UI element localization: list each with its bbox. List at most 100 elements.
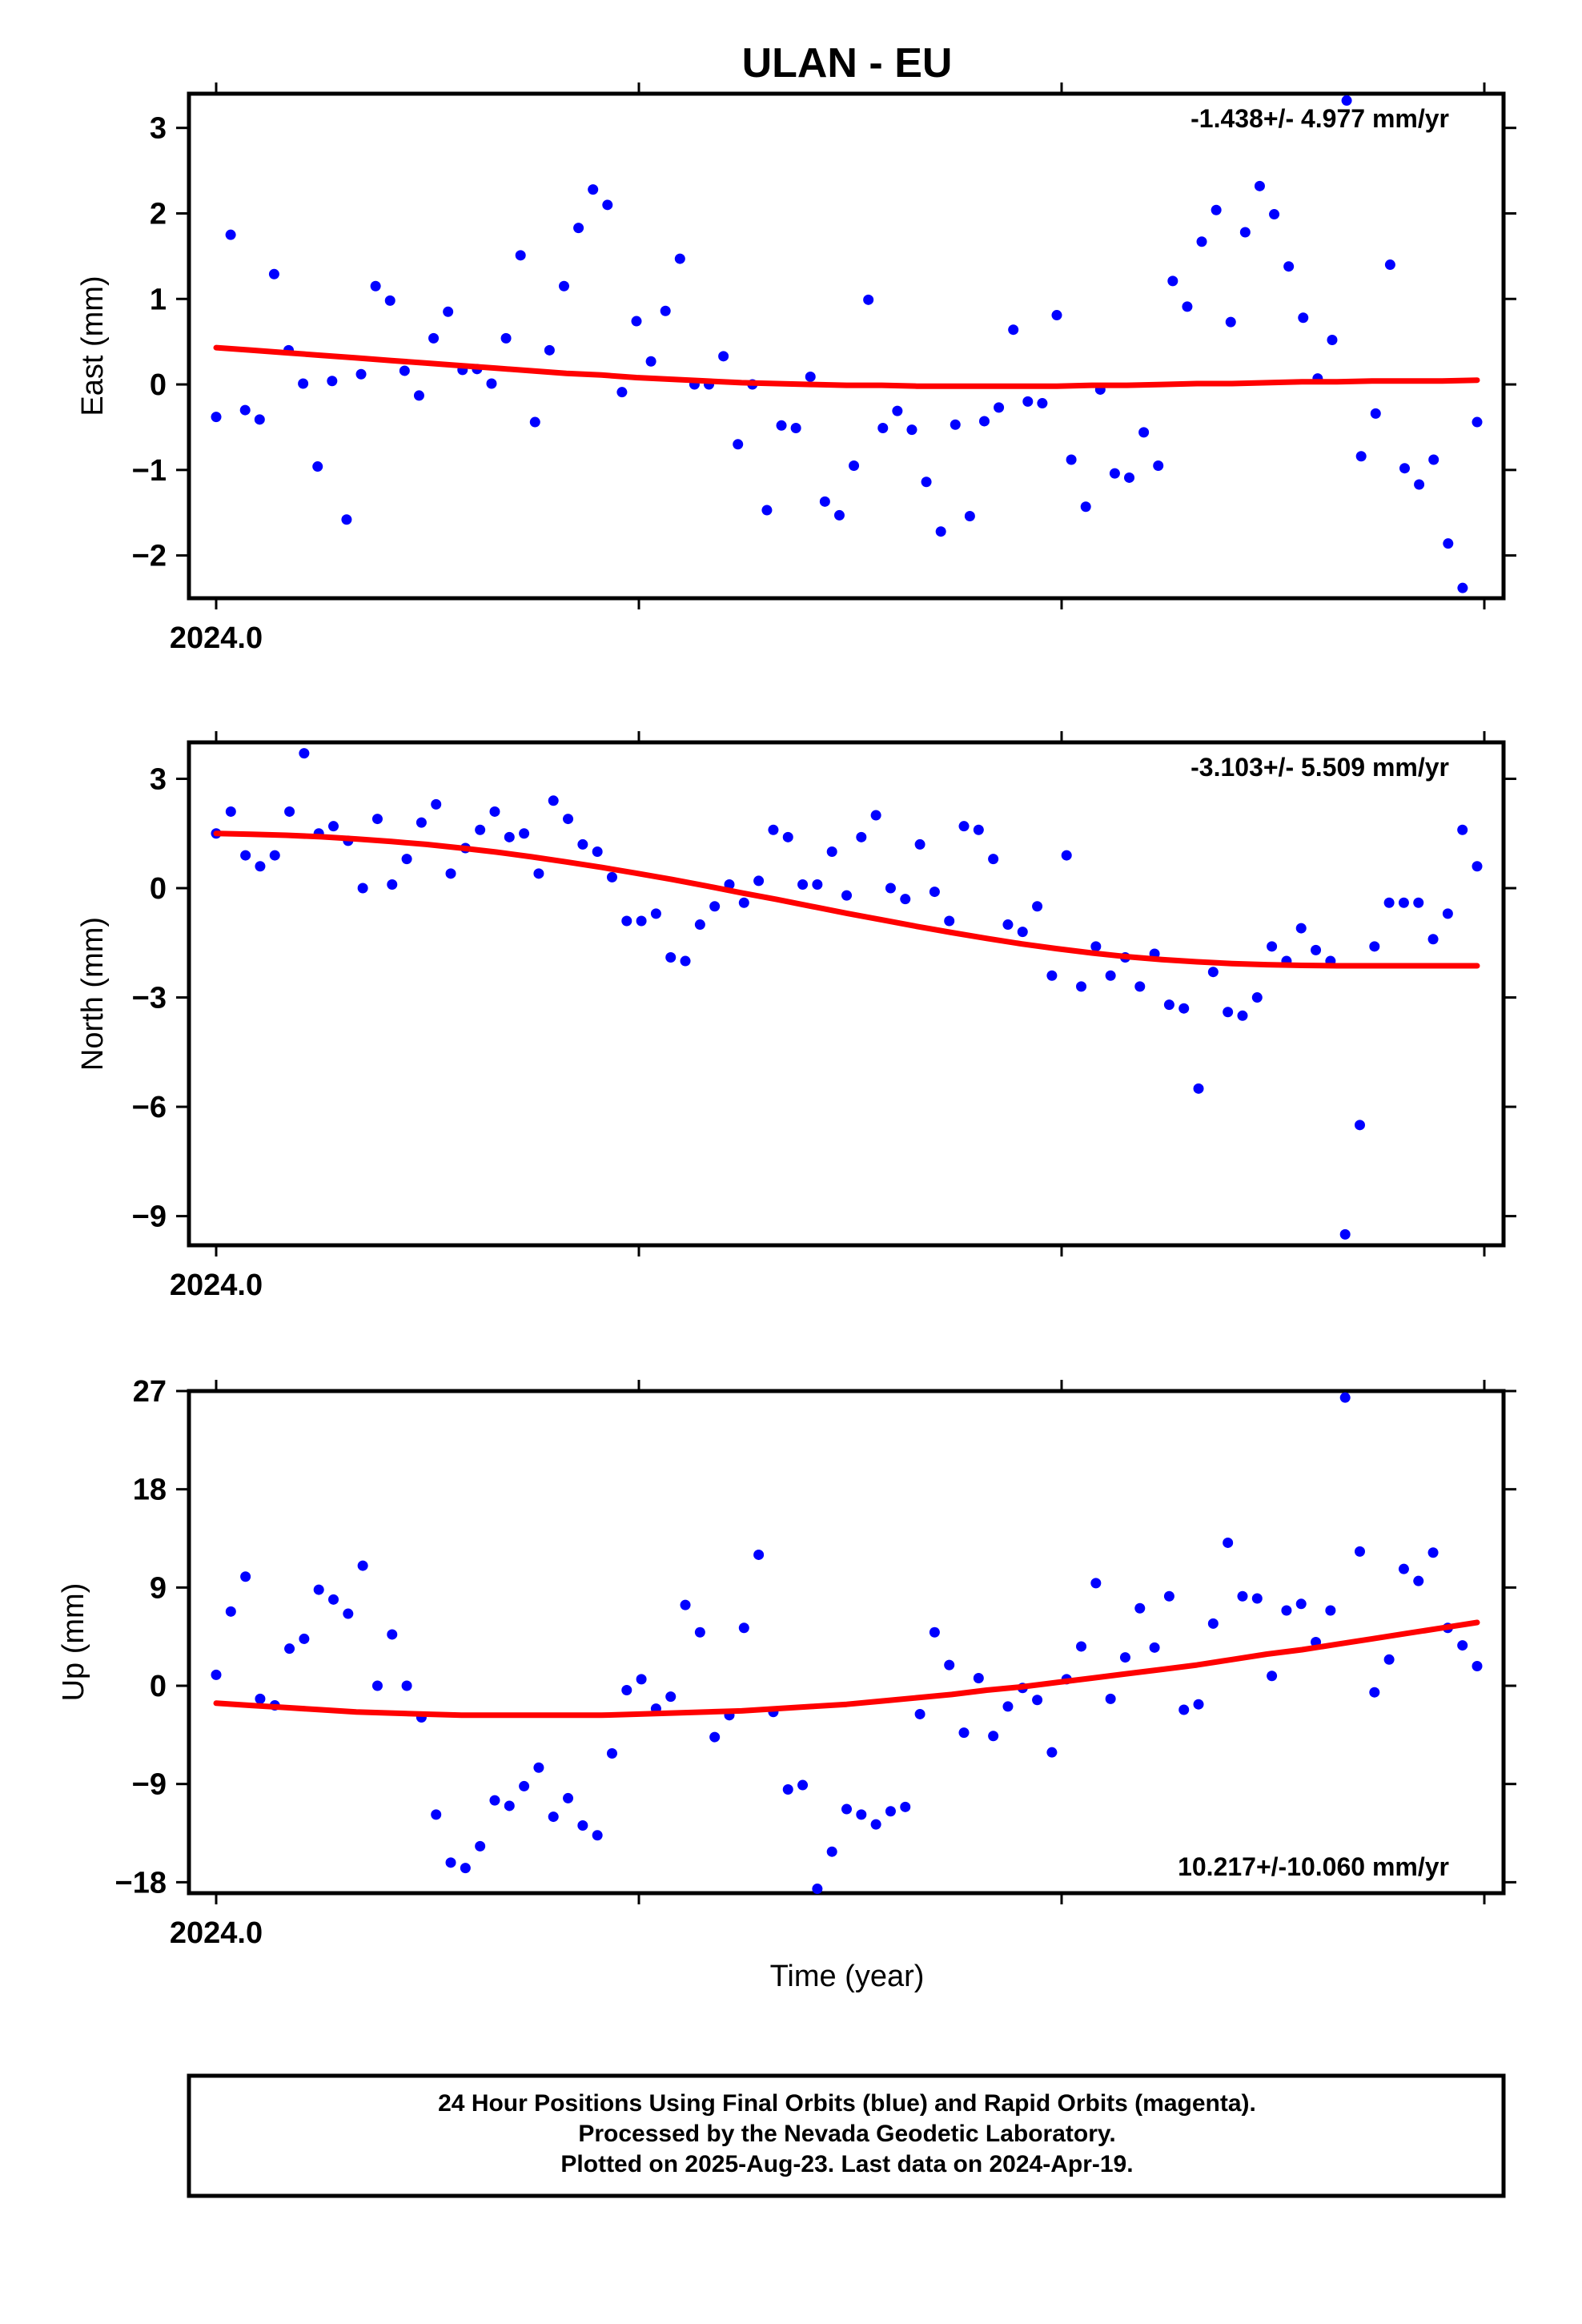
data-point [1017, 927, 1028, 938]
data-point [833, 509, 845, 521]
data-point [1325, 1605, 1336, 1616]
data-point [313, 1584, 324, 1595]
data-point [733, 439, 744, 450]
data-point [357, 883, 368, 894]
data-point [1149, 1642, 1160, 1653]
data-point [1311, 944, 1322, 955]
x-tick-label: 2024.0 [170, 1916, 263, 1950]
data-point [1370, 408, 1381, 419]
data-point [1119, 1652, 1130, 1663]
data-point [1211, 204, 1222, 215]
data-point [826, 846, 837, 858]
data-point [929, 1626, 940, 1638]
data-point [489, 806, 500, 817]
data-point [1046, 1747, 1058, 1758]
data-point [1295, 1598, 1307, 1610]
data-point [1414, 479, 1425, 490]
y-tick-label: −1 [132, 454, 167, 488]
data-point [1442, 908, 1453, 919]
footer-line-2: Processed by the Nevada Geodetic Laborat… [578, 2121, 1115, 2147]
data-point [645, 356, 656, 367]
plot-frame [187, 740, 1506, 1248]
chart-title: ULAN - EU [742, 40, 953, 86]
data-point [1178, 1704, 1190, 1715]
data-point [401, 1680, 412, 1691]
data-point [674, 253, 685, 264]
plot-area [211, 1392, 1483, 1895]
data-point [709, 901, 721, 912]
data-point [1223, 1537, 1234, 1548]
data-point [1267, 941, 1278, 952]
y-tick-label: −9 [132, 1200, 167, 1234]
y-axis-label: North (mm) [76, 917, 110, 1071]
data-point [1066, 454, 1077, 465]
data-point [964, 510, 975, 521]
data-point [1207, 967, 1219, 978]
data-point [1008, 324, 1019, 336]
data-point [371, 814, 383, 825]
data-point [1369, 941, 1380, 952]
data-point [240, 1571, 251, 1582]
data-point [1443, 538, 1454, 549]
data-point [1327, 335, 1338, 346]
data-point [650, 908, 661, 919]
data-point [826, 1846, 837, 1857]
panel-0: 2024.0 3 2 1 0 −1 −2 East (mm) -1.438+/- 4.977 m… [76, 82, 1516, 655]
data-point [255, 1693, 266, 1704]
y-tick-label: 0 [150, 368, 167, 402]
data-point [577, 838, 588, 850]
data-point [504, 1800, 515, 1811]
data-point [431, 798, 442, 810]
data-point [680, 1599, 691, 1610]
data-point [1398, 1563, 1409, 1574]
data-point [413, 390, 424, 401]
data-point [1472, 861, 1483, 872]
data-point [718, 351, 729, 362]
y-tick-label: −3 [132, 982, 167, 1015]
data-point [621, 915, 632, 927]
data-point [1134, 1602, 1146, 1614]
data-point [1413, 897, 1424, 908]
panel-2: 2024.0 27 18 9 0 −9 −18 Up (mm) 10.217+/-10.060 … [57, 1375, 1516, 1950]
data-point [515, 250, 526, 261]
y-tick-label: 1 [150, 283, 167, 316]
data-point [1251, 992, 1263, 1003]
rate-annotation: -1.438+/- 4.977 mm/yr [1191, 104, 1449, 133]
data-point [660, 305, 671, 316]
data-point [944, 1659, 955, 1671]
data-point [1080, 501, 1091, 513]
data-point [486, 378, 497, 389]
y-tick-label: 3 [150, 112, 167, 146]
data-point [328, 1594, 339, 1605]
data-point [387, 1629, 398, 1640]
data-point [950, 419, 961, 430]
data-point [1237, 1590, 1248, 1602]
data-point [519, 1780, 530, 1791]
y-tick-label: 2 [150, 197, 167, 231]
data-point [892, 405, 903, 416]
data-point [1384, 259, 1395, 271]
y-tick-label: 18 [133, 1474, 167, 1507]
y-tick-label: 27 [133, 1375, 167, 1409]
data-point [812, 879, 823, 890]
data-point [1051, 310, 1062, 321]
data-point [544, 344, 555, 356]
data-point [1472, 1660, 1483, 1671]
data-point [399, 365, 410, 376]
data-point [371, 1680, 383, 1691]
data-point [988, 1731, 999, 1742]
plot-area [211, 95, 1483, 593]
y-tick-label: −6 [132, 1091, 167, 1124]
data-point [709, 1731, 721, 1743]
data-point [475, 824, 486, 835]
data-point [1138, 427, 1150, 438]
data-point [1193, 1699, 1204, 1710]
data-point [1032, 1695, 1043, 1706]
data-point [298, 378, 309, 389]
data-point [694, 1626, 705, 1638]
data-point [958, 821, 970, 832]
data-point [1298, 312, 1309, 324]
data-point [606, 871, 617, 883]
data-point [819, 496, 830, 507]
data-point [548, 1811, 559, 1823]
